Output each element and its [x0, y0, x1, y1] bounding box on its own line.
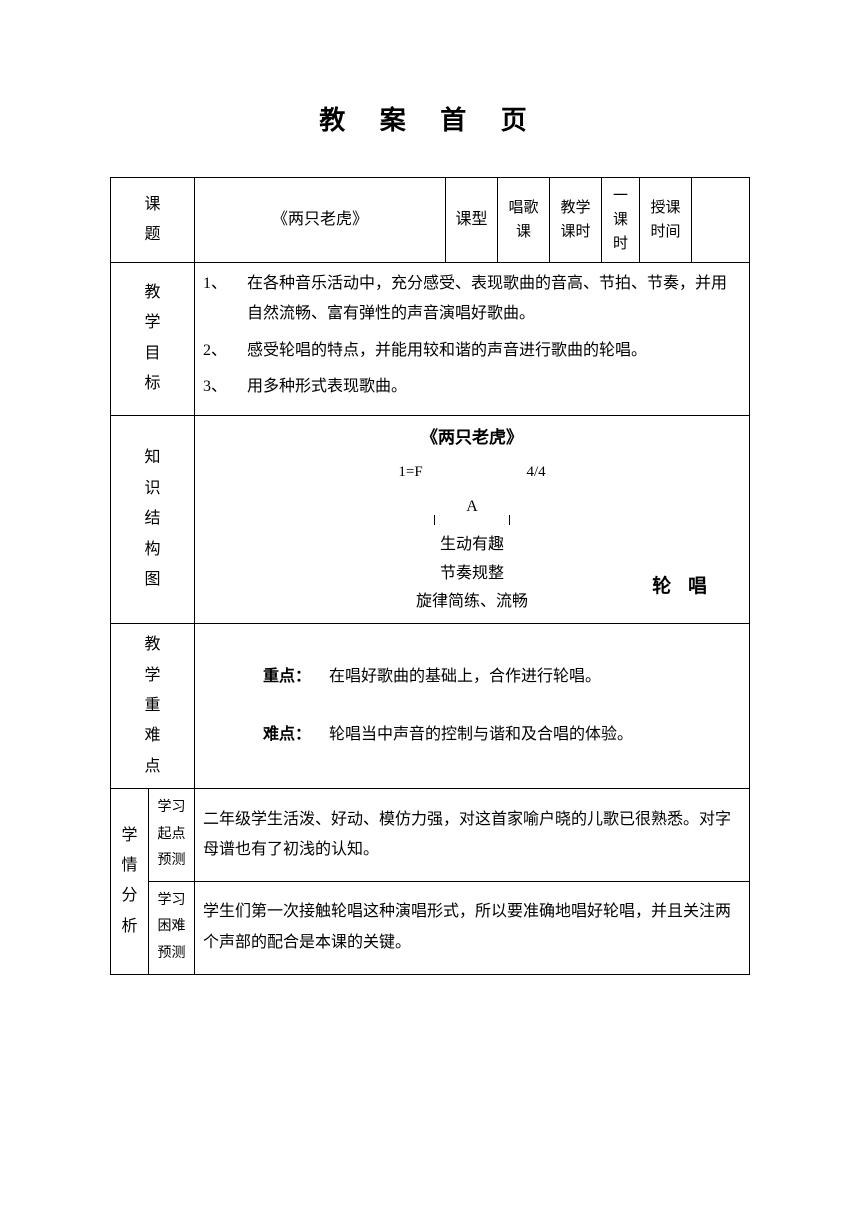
label-keypoints: 教 学 重 难 点 [111, 624, 195, 789]
goals-content: 1、 在各种音乐活动中，充分感受、表现歌曲的音高、节拍、节奏，并用自然流畅、富有… [195, 263, 750, 416]
table-row: 学习困难预测 学生们第一次接触轮唱这种演唱形式，所以要准确地唱好轮唱，并且关注两… [111, 881, 750, 974]
table-row: 学 情 分 析 学习起点预测 二年级学生活泼、好动、模仿力强，对这首家喻户晓的儿… [111, 789, 750, 882]
round-singing-label: 轮 唱 [652, 569, 713, 605]
difficulty-row: 难点： 轮唱当中声音的控制与谐和及合唱的体验。 [263, 720, 741, 750]
label-difficulty-prediction: 学习困难预测 [149, 881, 195, 974]
form-letter: A [426, 490, 518, 522]
goal-num: 1、 [203, 269, 247, 330]
structure-form: A [203, 490, 741, 522]
table-row: 课题 《两只老虎》 课型 唱歌课 教学课时 一课时 授课时间 [111, 178, 750, 263]
table-row: 知 识 结 构 图 《两只老虎》 1=F 4/4 A 生动有趣 节奏规整 旋律简… [111, 415, 750, 624]
label-topic: 课题 [111, 178, 195, 263]
goal-text: 感受轮唱的特点，并能用较和谐的声音进行歌曲的轮唱。 [247, 336, 741, 366]
structure-line: 生动有趣 [203, 531, 741, 560]
structure-keysig: 1=F 4/4 [203, 458, 741, 487]
difficulty-text: 轮唱当中声音的控制与谐和及合唱的体验。 [329, 726, 633, 743]
structure-content: 《两只老虎》 1=F 4/4 A 生动有趣 节奏规整 旋律简练、流畅 轮 唱 [195, 415, 750, 624]
table-row: 教 学 目 标 1、 在各种音乐活动中，充分感受、表现歌曲的音高、节拍、节奏，并… [111, 263, 750, 416]
type-value: 唱歌课 [498, 178, 550, 263]
label-analysis: 学 情 分 析 [111, 789, 149, 975]
keypoint-row: 重点： 在唱好歌曲的基础上，合作进行轮唱。 [263, 662, 741, 692]
label-goals: 教 学 目 标 [111, 263, 195, 416]
goal-num: 3、 [203, 372, 247, 402]
lesson-plan-table: 课题 《两只老虎》 课型 唱歌课 教学课时 一课时 授课时间 教 学 目 标 1… [110, 177, 750, 975]
period-value: 一课时 [602, 178, 640, 263]
difficulty-prediction-text: 学生们第一次接触轮唱这种演唱形式，所以要准确地唱好轮唱，并且关注两个声部的配合是… [195, 881, 750, 974]
structure-title: 《两只老虎》 [203, 422, 741, 454]
keypoint-label: 重点： [263, 662, 311, 692]
label-type: 课型 [446, 178, 498, 263]
list-item: 1、 在各种音乐活动中，充分感受、表现歌曲的音高、节拍、节奏，并用自然流畅、富有… [203, 269, 741, 330]
start-prediction-text: 二年级学生活泼、好动、模仿力强，对这首家喻户晓的儿歌已很熟悉。对字母谱也有了初浅… [195, 789, 750, 882]
time-value [692, 178, 750, 263]
label-structure: 知 识 结 构 图 [111, 415, 195, 624]
goal-text: 在各种音乐活动中，充分感受、表现歌曲的音高、节拍、节奏，并用自然流畅、富有弹性的… [247, 269, 741, 330]
keypoints-content: 重点： 在唱好歌曲的基础上，合作进行轮唱。 难点： 轮唱当中声音的控制与谐和及合… [195, 624, 750, 789]
goal-num: 2、 [203, 336, 247, 366]
topic-value: 《两只老虎》 [195, 178, 446, 263]
keypoint-text: 在唱好歌曲的基础上，合作进行轮唱。 [329, 668, 601, 685]
key-left: 1=F [398, 458, 422, 487]
page-title: 教 案 首 页 [110, 100, 750, 137]
goal-text: 用多种形式表现歌曲。 [247, 372, 741, 402]
label-start-prediction: 学习起点预测 [149, 789, 195, 882]
key-right: 4/4 [526, 458, 545, 487]
list-item: 2、 感受轮唱的特点，并能用较和谐的声音进行歌曲的轮唱。 [203, 336, 741, 366]
label-period: 教学课时 [550, 178, 602, 263]
list-item: 3、 用多种形式表现歌曲。 [203, 372, 741, 402]
table-row: 教 学 重 难 点 重点： 在唱好歌曲的基础上，合作进行轮唱。 难点： 轮唱当中… [111, 624, 750, 789]
label-time: 授课时间 [640, 178, 692, 263]
difficulty-label: 难点： [263, 720, 311, 750]
